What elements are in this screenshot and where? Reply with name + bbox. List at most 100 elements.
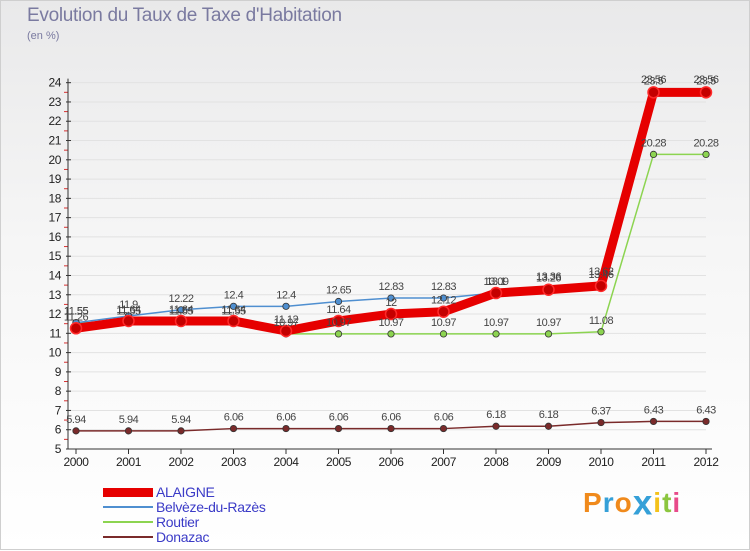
data-label: 5.94 [119, 414, 139, 426]
data-label: 12.12 [431, 295, 456, 307]
data-label: 6.06 [329, 412, 349, 424]
y-tick-label: 5 [55, 442, 62, 456]
logo-letter: P [583, 487, 603, 518]
data-point [384, 307, 398, 321]
logo-letter: o [614, 487, 633, 518]
data-point [334, 297, 343, 306]
data-label: 13.46 [588, 269, 613, 281]
data-label: 11.64 [221, 304, 246, 316]
data-label: 6.06 [224, 412, 244, 424]
data-label: 20.28 [693, 137, 718, 149]
data-label: 20.28 [641, 137, 666, 149]
data-point [439, 294, 448, 302]
data-point [594, 279, 608, 293]
data-point [227, 314, 240, 328]
data-label: 13.09 [483, 276, 508, 288]
y-tick-label: 13 [48, 288, 61, 302]
x-tick-label: 2012 [693, 455, 719, 469]
data-label: 11.55 [169, 306, 194, 318]
logo-letter: i [653, 487, 663, 518]
data-label: 23.56 [641, 74, 666, 86]
y-tick-label: 7 [55, 403, 62, 417]
data-point [439, 424, 448, 433]
data-point [439, 330, 448, 338]
data-label: 23.56 [693, 74, 718, 86]
data-label: 6.18 [486, 409, 506, 421]
chart-unit-label: (en %) [27, 30, 60, 42]
data-label: 12.4 [276, 289, 296, 301]
legend-swatch [103, 487, 153, 497]
data-label: 6.37 [591, 406, 611, 418]
data-label: 10.97 [483, 317, 508, 329]
logo-letter: t [662, 487, 673, 518]
x-tick-label: 2006 [378, 455, 404, 469]
legend-label: Belvèze-du-Razès [156, 499, 266, 515]
y-tick-label: 24 [48, 76, 61, 90]
data-point [544, 330, 553, 338]
data-point [544, 422, 553, 430]
y-tick-label: 23 [48, 95, 61, 109]
legend-item: Belvèze-du-Razès [103, 499, 363, 515]
x-tick-label: 2000 [63, 455, 89, 469]
legend-label: Donazac [156, 529, 210, 545]
data-point [122, 314, 135, 328]
y-tick-label: 20 [48, 153, 61, 167]
x-tick-label: 2002 [168, 455, 194, 469]
legend-item: Routier [103, 514, 363, 530]
data-point [229, 302, 238, 310]
data-point [387, 424, 395, 433]
data-label: 11.64 [169, 304, 194, 316]
data-label: 12.22 [168, 293, 193, 305]
x-tick-label: 2011 [641, 455, 666, 469]
legend-swatch [103, 536, 153, 538]
data-label: 11.08 [589, 315, 614, 327]
data-point [279, 324, 293, 338]
data-label: 12.65 [326, 285, 351, 297]
data-label: 11.9 [119, 299, 138, 311]
data-point [282, 302, 290, 310]
y-tick-label: 19 [48, 172, 61, 186]
series-points [69, 86, 713, 435]
logo-letter: x [632, 483, 654, 522]
data-point [699, 86, 713, 99]
data-label: 6.43 [696, 404, 716, 416]
data-point [647, 86, 660, 99]
data-label: 11.64 [326, 304, 351, 316]
data-point [72, 427, 80, 435]
logo-letter: r [602, 487, 615, 518]
data-point [492, 330, 500, 338]
y-tick-label: 22 [48, 114, 61, 128]
y-tick-label: 21 [48, 134, 61, 148]
x-tick-label: 2008 [483, 455, 509, 469]
data-label: 5.94 [66, 414, 86, 426]
y-tick-label: 8 [55, 384, 62, 398]
y-tick-label: 12 [48, 307, 61, 321]
y-tick-label: 15 [48, 249, 61, 263]
data-label: 6.06 [434, 412, 454, 424]
x-tick-label: 2001 [116, 455, 142, 469]
data-label: 12.83 [431, 281, 456, 293]
y-tick-label: 6 [55, 423, 62, 437]
data-label: 6.18 [539, 409, 559, 421]
data-label: 11.55 [64, 306, 89, 318]
data-point [597, 418, 605, 427]
chart-title: Evolution du Taux de Taxe d'Habitation [27, 5, 342, 26]
legend-swatch [103, 506, 153, 508]
data-label: 13.62 [588, 266, 613, 278]
data-point [702, 417, 710, 426]
data-label: 13.36 [536, 271, 561, 283]
data-label: 6.43 [644, 404, 664, 416]
series-lines [71, 87, 711, 432]
data-point [597, 328, 605, 336]
data-point [177, 427, 185, 435]
data-label: 11.55 [221, 306, 246, 318]
data-label: 6.06 [276, 412, 296, 424]
legend-swatch [103, 521, 153, 523]
x-tick-label: 2010 [588, 455, 614, 469]
data-label: 11.64 [116, 304, 141, 316]
data-label: 10.97 [273, 317, 298, 329]
data-label: 6.06 [381, 412, 401, 424]
data-label: 11.12 [274, 314, 299, 326]
legend-label: Routier [156, 514, 200, 530]
